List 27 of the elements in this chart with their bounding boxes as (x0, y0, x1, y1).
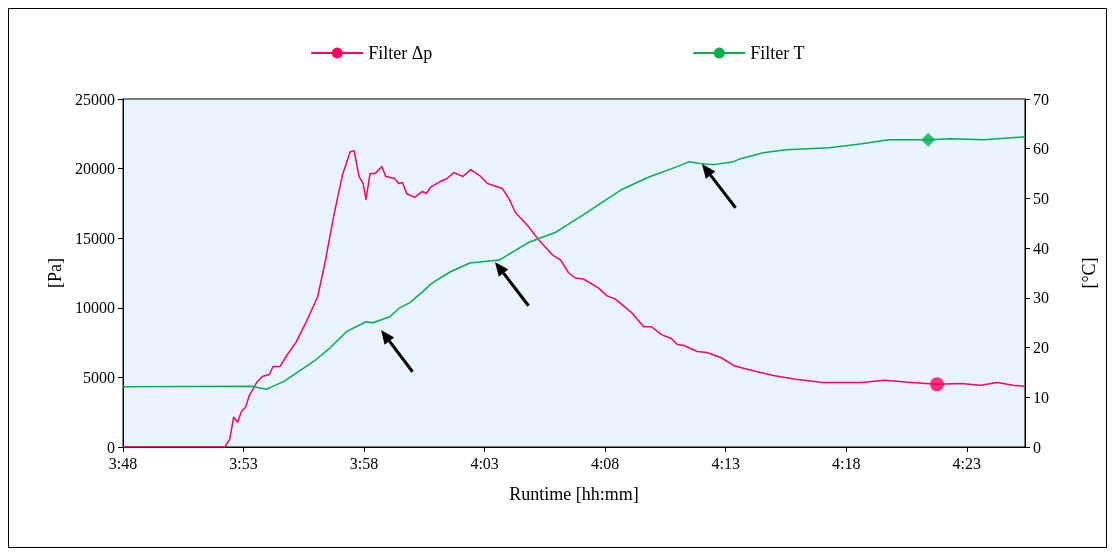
y2-tick-label: 0 (1033, 438, 1041, 456)
y-tick-label: 10000 (75, 299, 115, 317)
y2-tick-label: 50 (1033, 189, 1049, 207)
y2-axis-title: [°C] (1079, 257, 1099, 289)
x-tick-label: 3:48 (108, 454, 138, 472)
legend-label: Filter T (750, 43, 805, 63)
x-tick-label: 4:03 (470, 454, 499, 472)
y2-tick-label: 70 (1033, 90, 1049, 108)
y2-tick-label: 60 (1033, 140, 1049, 158)
y-tick-label: 15000 (75, 229, 115, 247)
x-tick-label: 4:08 (590, 454, 620, 472)
x-tick-label: 4:18 (831, 454, 861, 472)
y-tick-label: 25000 (75, 90, 115, 108)
y2-tick-label: 30 (1033, 289, 1049, 307)
y-tick-label: 0 (107, 438, 115, 456)
legend-label: Filter Δp (368, 43, 433, 63)
y2-tick-label: 10 (1033, 388, 1049, 406)
y-tick-label: 20000 (75, 160, 115, 178)
x-tick-label: 3:53 (229, 454, 258, 472)
y2-tick-label: 20 (1033, 339, 1049, 357)
x-tick-label: 3:58 (349, 454, 379, 472)
x-axis-title: Runtime [hh:mm] (509, 484, 639, 504)
x-tick-label: 4:23 (952, 454, 981, 472)
y2-tick-label: 40 (1033, 239, 1049, 257)
y-axis-title: [Pa] (45, 258, 66, 288)
y-tick-label: 5000 (83, 368, 115, 386)
x-tick-label: 4:13 (711, 454, 740, 472)
